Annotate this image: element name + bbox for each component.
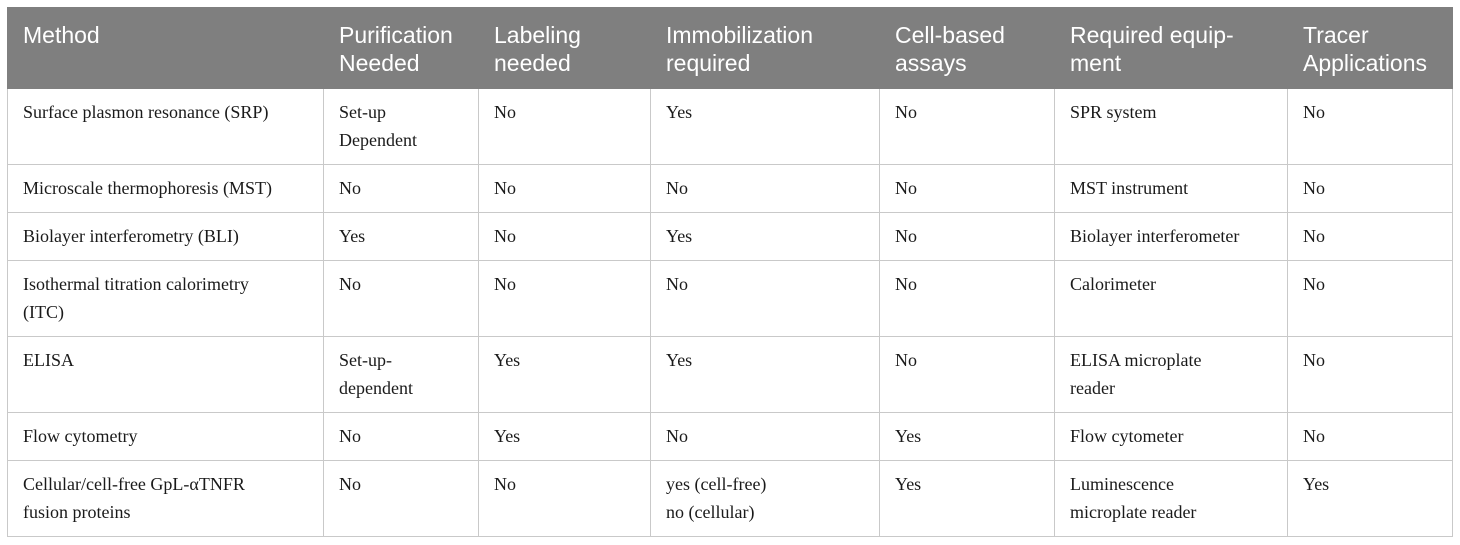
table-cell: MST instrument xyxy=(1054,164,1288,213)
table-cell: No xyxy=(1287,88,1453,165)
table-cell: Yes xyxy=(323,212,479,261)
table-cell: No xyxy=(478,212,651,261)
table-cell: Yes xyxy=(650,212,880,261)
table-cell: No xyxy=(323,260,479,337)
table-cell: No xyxy=(879,164,1055,213)
table-cell: No xyxy=(1287,212,1453,261)
table-row: Flow cytometry No Yes No Yes Flow cytome… xyxy=(7,412,1453,461)
table-cell: No xyxy=(1287,260,1453,337)
table-cell: Yes xyxy=(879,412,1055,461)
table-cell: ELISA microplate reader xyxy=(1054,336,1288,413)
methods-comparison-table: Method Purification Needed Labeling need… xyxy=(7,7,1453,537)
table-cell: No xyxy=(650,412,880,461)
column-header-equipment: Required equip- ment xyxy=(1054,7,1288,89)
table-cell: No xyxy=(323,460,479,537)
table-cell: yes (cell-free) no (cellular) xyxy=(650,460,880,537)
table-cell: No xyxy=(1287,164,1453,213)
table-cell: Luminescence microplate reader xyxy=(1054,460,1288,537)
table-cell: No xyxy=(478,88,651,165)
table-cell: No xyxy=(478,460,651,537)
table-row: Cellular/cell-free GpL-αTNFR fusion prote… xyxy=(7,460,1453,537)
table-cell: No xyxy=(478,260,651,337)
table-cell: Yes xyxy=(879,460,1055,537)
table-cell: No xyxy=(650,164,880,213)
table-cell: Isothermal titration calorimetry (ITC) xyxy=(7,260,324,337)
column-header-tracer: Tracer Applications xyxy=(1287,7,1453,89)
table-row: Microscale thermophoresis (MST) No No No… xyxy=(7,164,1453,213)
table-cell: Flow cytometry xyxy=(7,412,324,461)
table-row: Surface plasmon resonance (SRP) Set-up De… xyxy=(7,88,1453,165)
table-cell: No xyxy=(879,88,1055,165)
table-cell: No xyxy=(650,260,880,337)
table-cell: No xyxy=(323,164,479,213)
table-row: Isothermal titration calorimetry (ITC) No… xyxy=(7,260,1453,337)
table-cell: Microscale thermophoresis (MST) xyxy=(7,164,324,213)
table-cell: Set-up-dependent xyxy=(323,336,479,413)
table-cell: No xyxy=(879,336,1055,413)
column-header-labeling: Labeling needed xyxy=(478,7,651,89)
table-cell: Flow cytometer xyxy=(1054,412,1288,461)
table-cell: Cellular/cell-free GpL-αTNFR fusion prote… xyxy=(7,460,324,537)
table-cell: Yes xyxy=(1287,460,1453,537)
table-cell: No xyxy=(1287,412,1453,461)
table-cell: No xyxy=(879,212,1055,261)
table-cell: Set-up Dependent xyxy=(323,88,479,165)
table-cell: No xyxy=(323,412,479,461)
table-cell: No xyxy=(879,260,1055,337)
column-header-purification: Purification Needed xyxy=(323,7,479,89)
table-cell: Biolayer interferometry (BLI) xyxy=(7,212,324,261)
table-cell: SPR system xyxy=(1054,88,1288,165)
header-row: Method Purification Needed Labeling need… xyxy=(7,7,1453,89)
table-row: Biolayer interferometry (BLI) Yes No Yes… xyxy=(7,212,1453,261)
table-cell: Yes xyxy=(650,88,880,165)
table-cell: Surface plasmon resonance (SRP) xyxy=(7,88,324,165)
table-cell: Calorimeter xyxy=(1054,260,1288,337)
table-cell: ELISA xyxy=(7,336,324,413)
table-cell: Yes xyxy=(650,336,880,413)
table-cell: No xyxy=(478,164,651,213)
column-header-cell-based: Cell-based assays xyxy=(879,7,1055,89)
table-cell: No xyxy=(1287,336,1453,413)
column-header-immobilization: Immobilization required xyxy=(650,7,880,89)
table-row: ELISA Set-up-dependent Yes Yes No ELISA … xyxy=(7,336,1453,413)
column-header-method: Method xyxy=(7,7,324,89)
table-cell: Yes xyxy=(478,336,651,413)
table-cell: Biolayer interferometer xyxy=(1054,212,1288,261)
table-cell: Yes xyxy=(478,412,651,461)
